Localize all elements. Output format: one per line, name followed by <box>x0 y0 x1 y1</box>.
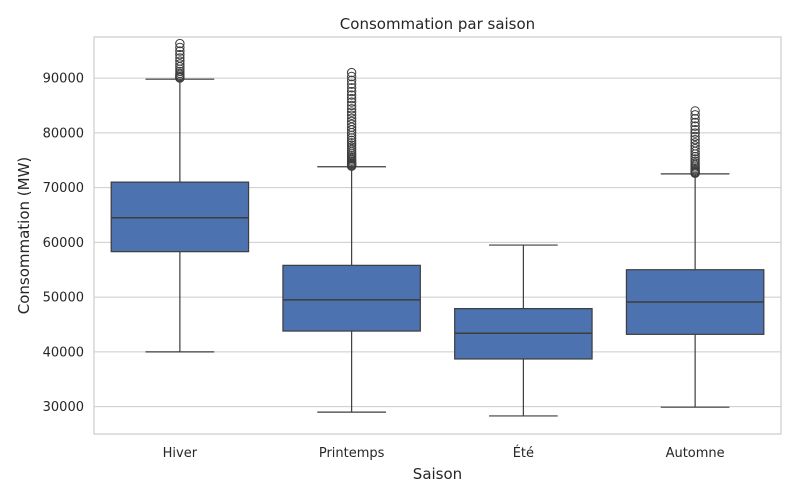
outlier-point <box>690 124 700 135</box>
box-group <box>110 38 250 353</box>
outlier-point <box>346 75 357 86</box>
outlier-point <box>346 104 357 114</box>
x-tick-label: Automne <box>666 446 725 461</box>
outlier-point <box>346 140 357 150</box>
plot-frame <box>93 36 782 435</box>
outlier-point <box>690 121 700 131</box>
outlier-point <box>346 116 357 127</box>
outlier-point <box>690 117 700 128</box>
y-tick-label: 40000 <box>43 345 84 360</box>
outlier-point <box>346 135 357 146</box>
x-axis-label: Saison <box>413 465 462 483</box>
outlier-point <box>346 107 357 117</box>
outlier-point <box>690 128 700 138</box>
outlier-point <box>175 56 185 66</box>
outlier-point <box>346 144 357 155</box>
outlier-point <box>346 71 357 82</box>
y-tick-label: 50000 <box>43 291 84 306</box>
y-axis-ticks: 30000 40000 50000 60000 70000 80000 90000 <box>43 72 84 416</box>
outlier-point <box>175 53 185 63</box>
outlier-point <box>175 46 185 56</box>
box-layer <box>110 38 765 417</box>
outlier-point <box>346 97 357 107</box>
x-axis-ticks: Hiver Printemps Été Automne <box>163 445 725 461</box>
outlier-point <box>175 59 185 69</box>
outlier-point <box>346 142 357 152</box>
box-group <box>625 106 765 408</box>
outlier-point <box>690 106 700 116</box>
outlier-point <box>346 67 357 78</box>
y-axis-label: Consommation (MW) <box>15 157 33 315</box>
box-group <box>454 244 593 417</box>
outlier-point <box>690 114 700 124</box>
y-tick-label: 60000 <box>43 236 84 251</box>
outlier-point <box>690 143 700 154</box>
outlier-point <box>690 110 700 120</box>
outlier-point <box>346 90 357 100</box>
outlier-point <box>346 79 357 89</box>
outlier-point <box>175 49 185 60</box>
outlier-point <box>346 83 357 93</box>
x-tick-label: Été <box>513 445 534 461</box>
outlier-point <box>690 141 700 151</box>
y-tick-label: 90000 <box>43 72 84 87</box>
iqr-box <box>282 264 421 332</box>
chart-title: Consommation par saison <box>340 15 535 33</box>
outlier-point <box>690 154 700 164</box>
x-tick-label: Hiver <box>163 446 198 461</box>
outlier-point <box>346 100 357 111</box>
y-tick-label: 70000 <box>43 181 84 196</box>
x-tick-label: Printemps <box>319 446 385 461</box>
iqr-box <box>110 181 250 253</box>
outlier-point <box>690 131 700 142</box>
outlier-point <box>346 110 357 120</box>
y-tick-label: 30000 <box>43 400 84 415</box>
outlier-point <box>346 119 357 129</box>
box-group <box>282 67 421 413</box>
y-tick-label: 80000 <box>43 126 84 141</box>
outlier-point <box>175 42 185 53</box>
outlier-point <box>175 38 185 49</box>
outlier-point <box>690 138 700 148</box>
outlier-point <box>346 113 357 124</box>
outlier-point <box>346 93 357 104</box>
outlier-point <box>346 86 357 97</box>
outlier-point <box>690 156 700 166</box>
outlier-point <box>690 134 700 145</box>
outlier-point <box>346 138 357 148</box>
outlier-point <box>175 66 185 77</box>
